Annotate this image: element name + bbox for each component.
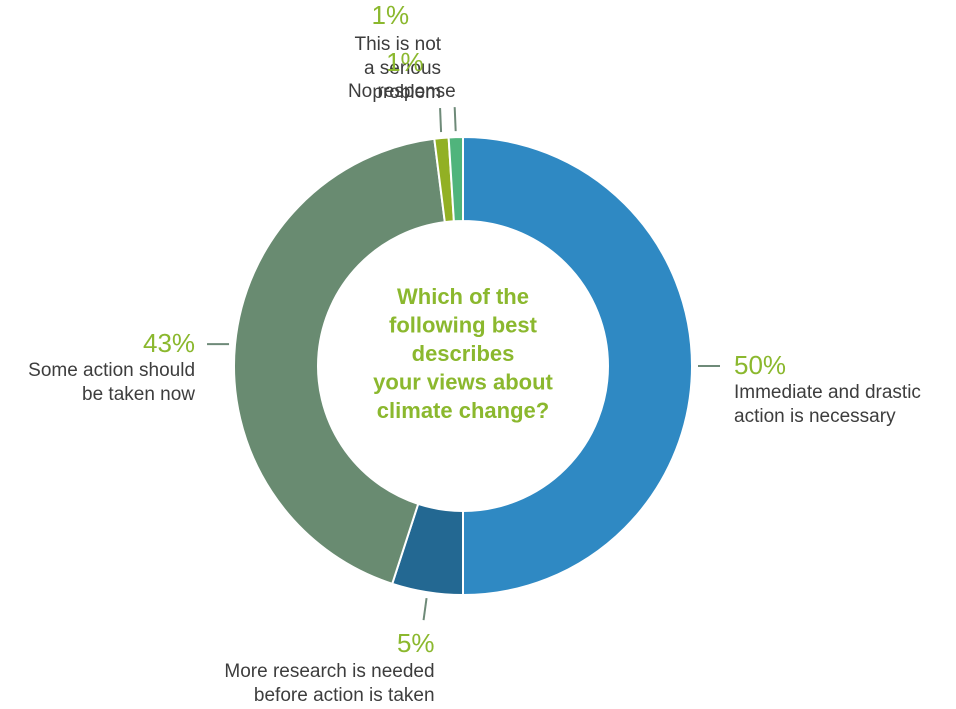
center-title-line: climate change? [377, 398, 549, 423]
leader-line-not-serious [439, 107, 443, 133]
text-label-some-action: Some action should [28, 360, 195, 381]
center-title: Which of the following best describes your … [373, 284, 553, 423]
slice-labels: 50%Immediate and drastic action is necess… [28, 0, 921, 706]
leader-line-no-response [453, 107, 457, 132]
pct-label-not-serious: 1% [371, 0, 409, 30]
pct-label-immediate: 50% [734, 350, 786, 380]
text-label-immediate: Immediate and drastic [734, 382, 921, 403]
center-title-line: describes [412, 341, 515, 366]
text-label-not-serious: a serious [364, 58, 441, 79]
center-title-line: Which of the [397, 284, 529, 309]
pct-label-no-response: 1% [386, 47, 424, 77]
center-title-line: following best [389, 313, 538, 338]
text-label-research: More research is needed [224, 661, 434, 682]
center-title-line: your views about [373, 370, 553, 395]
text-label-research: before action is taken [254, 685, 435, 706]
pct-label-research: 5% [397, 628, 435, 658]
slice-some-action [233, 137, 446, 586]
text-label-immediate: action is necessary [734, 406, 896, 427]
pct-label-some-action: 43% [143, 328, 195, 358]
text-label-some-action: be taken now [82, 384, 195, 405]
slice-immediate [462, 135, 693, 597]
slice-no-response [447, 135, 464, 223]
text-label-not-serious: problem [372, 82, 441, 103]
text-label-no-response: No response [348, 81, 456, 102]
donut-slices [233, 135, 693, 597]
text-label-not-serious: This is not [354, 34, 441, 55]
leader-line-research [422, 597, 428, 621]
